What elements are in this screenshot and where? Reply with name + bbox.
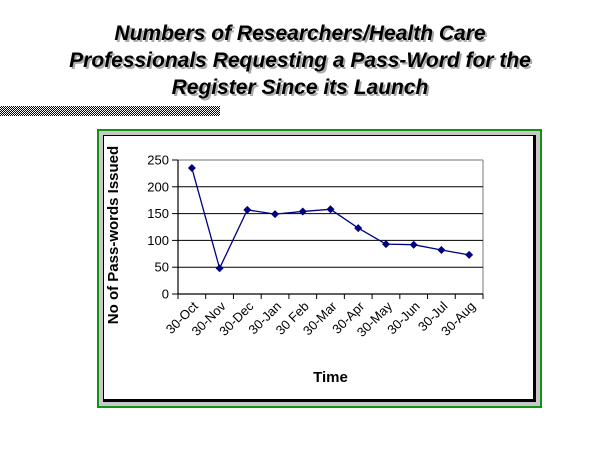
slide-title-line-3: Register Since its Launch [171,76,429,99]
data-point [298,207,307,216]
data-point [326,205,335,214]
data-point [437,246,446,255]
chart-frame: 0 50 100 150 200 250 30-Oct 30-Nov 30-Dec 30-Jan 3… [97,129,542,408]
y-tick-label: 0 [162,287,169,302]
line-chart: 05010015020025030-Oct30-Nov30-Dec30-Jan3… [105,146,484,386]
x-axis-title: Time [313,369,348,386]
y-tick-label: 200 [147,179,169,194]
data-point [465,250,474,259]
y-tick-label: 100 [147,233,169,248]
decorative-hatch-bar [0,106,220,116]
data-point [381,240,390,249]
data-line [191,167,470,271]
data-point [243,205,252,214]
data-point [409,240,418,249]
data-point [271,210,280,219]
y-tick-label: 50 [155,260,169,275]
slide-title: Numbers of Researchers/Health Care Profe… [0,20,600,101]
y-tick-label: 250 [147,153,169,168]
y-axis-title: No of Pass-words Issued [105,146,122,324]
slide-title-line-2: Professionals Requesting a Pass-Word for… [69,49,531,72]
slide-title-line-1: Numbers of Researchers/Health Care [114,22,486,45]
y-tick-label: 150 [147,206,169,221]
data-point [354,224,363,233]
data-point [187,164,196,173]
data-point [215,264,224,273]
chart-canvas: 0 50 100 150 200 250 30-Oct 30-Nov 30-Dec 30-Jan 3… [103,135,536,402]
